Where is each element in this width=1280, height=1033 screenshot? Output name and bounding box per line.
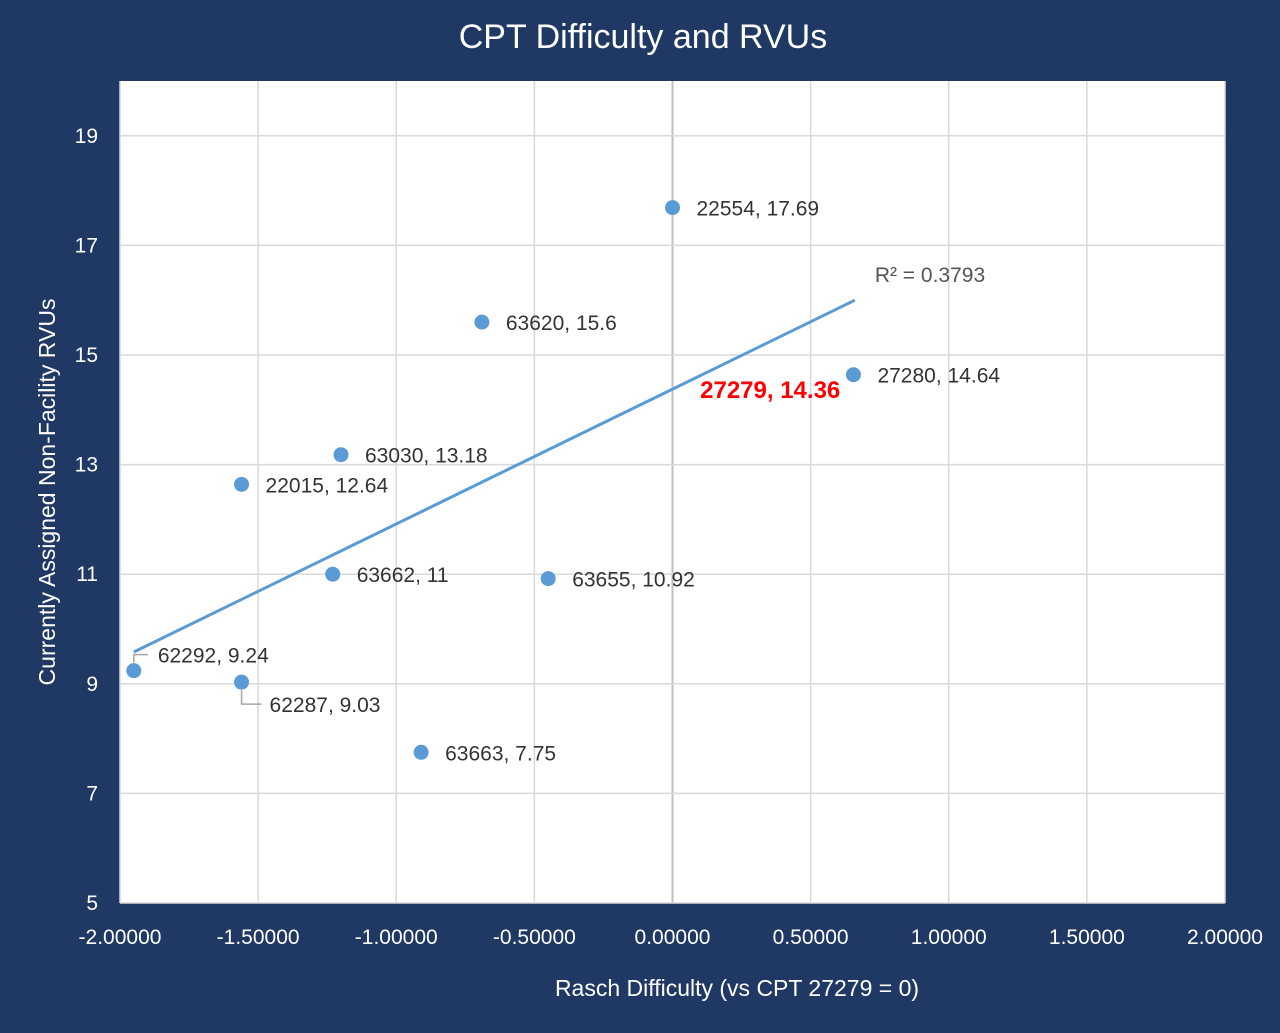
data-point bbox=[234, 476, 250, 492]
chart-title: CPT Difficulty and RVUs bbox=[459, 18, 827, 56]
data-point bbox=[333, 447, 349, 463]
data-point bbox=[126, 663, 142, 679]
data-point bbox=[234, 674, 250, 690]
x-tick-label: 0.50000 bbox=[773, 926, 849, 949]
y-axis-title: Currently Assigned Non-Facility RVUs bbox=[34, 299, 60, 686]
x-tick-label: -1.00000 bbox=[355, 926, 438, 949]
x-tick-label: -0.50000 bbox=[493, 926, 576, 949]
highlight-annotation: 27279, 14.36 bbox=[700, 377, 840, 404]
y-tick-label: 13 bbox=[75, 454, 98, 477]
data-point bbox=[474, 314, 490, 330]
data-point bbox=[845, 367, 861, 383]
leader-line bbox=[240, 690, 262, 705]
data-label: 22554, 17.69 bbox=[697, 198, 820, 221]
data-points: 22554, 17.69 63620, 15.6 27280, 14.64 63030… bbox=[126, 198, 1000, 765]
x-tick-label: -1.50000 bbox=[217, 926, 300, 949]
trendline bbox=[133, 298, 856, 654]
x-tick-label: 2.00000 bbox=[1187, 926, 1263, 949]
data-point bbox=[325, 566, 341, 582]
data-label: 22015, 12.64 bbox=[266, 474, 389, 497]
x-tick-label: 1.50000 bbox=[1049, 926, 1125, 949]
data-label: 63663, 7.75 bbox=[445, 742, 556, 765]
y-tick-label: 17 bbox=[75, 234, 98, 257]
y-tick-label: 5 bbox=[86, 892, 98, 915]
data-point bbox=[540, 571, 556, 587]
x-tick-label: 0.00000 bbox=[635, 926, 711, 949]
y-tick-label: 11 bbox=[76, 563, 98, 586]
y-tick-label: 15 bbox=[75, 344, 98, 367]
y-tick-label: 9 bbox=[86, 673, 98, 696]
y-tick-label: 7 bbox=[86, 782, 98, 805]
data-point bbox=[665, 200, 680, 216]
data-label: 63655, 10.92 bbox=[572, 569, 695, 592]
data-point bbox=[413, 744, 429, 760]
data-label: 63620, 15.6 bbox=[506, 312, 617, 335]
y-axis-ticks: 5 7 9 11 13 15 17 19 bbox=[75, 125, 98, 915]
x-axis-title: Rasch Difficulty (vs CPT 27279 = 0) bbox=[555, 975, 919, 1001]
x-tick-label: -2.00000 bbox=[79, 926, 162, 949]
y-tick-label: 19 bbox=[75, 125, 98, 148]
data-label: 62292, 9.24 bbox=[158, 645, 269, 668]
data-label: 63030, 13.18 bbox=[365, 445, 488, 468]
x-tick-label: 1.00000 bbox=[911, 926, 987, 949]
data-label: 63662, 11 bbox=[357, 564, 449, 587]
r-squared-label: R² = 0.3793 bbox=[875, 264, 985, 287]
leader-line bbox=[133, 653, 148, 663]
gridlines bbox=[119, 81, 1226, 904]
x-axis-ticks: -2.00000 -1.50000 -1.00000 -0.50000 0.00000 0… bbox=[79, 926, 1263, 949]
data-label: 27280, 14.64 bbox=[877, 365, 1000, 388]
data-label: 62287, 9.03 bbox=[270, 694, 381, 717]
